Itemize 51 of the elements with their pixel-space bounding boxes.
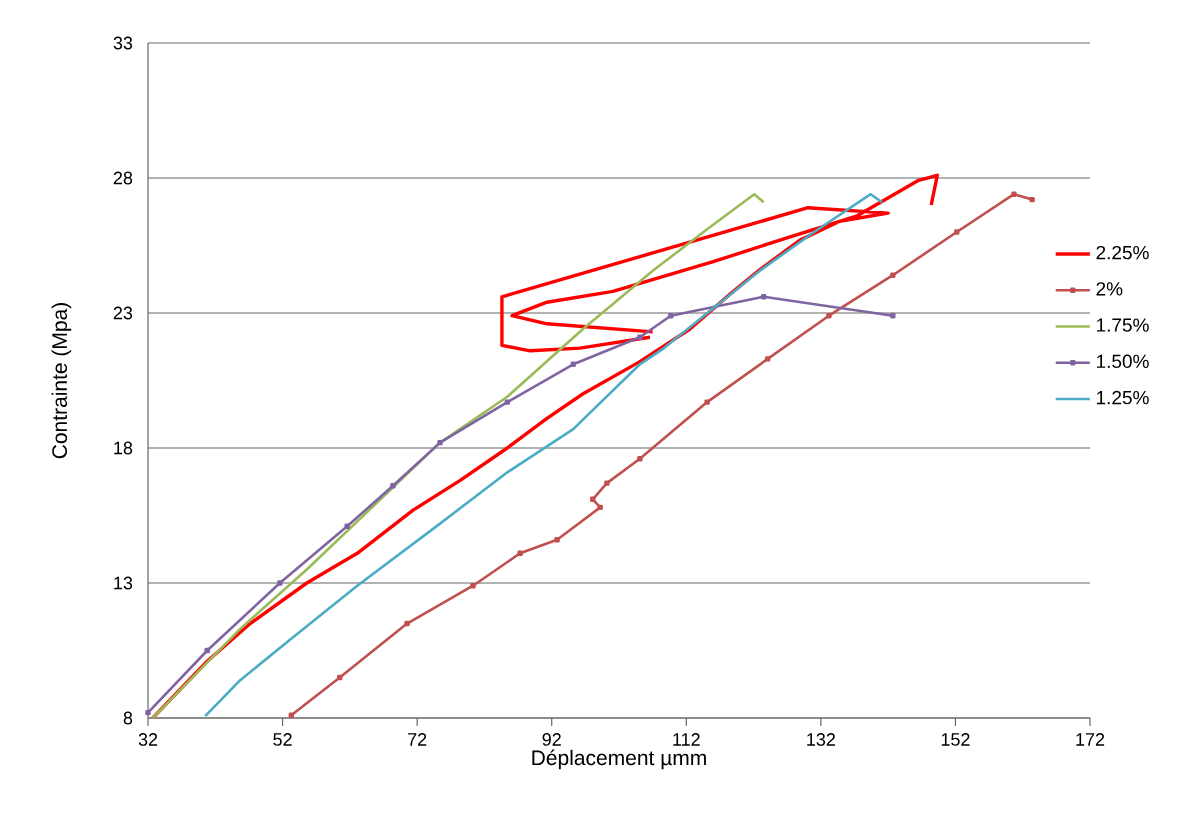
point: [288, 712, 295, 718]
y-axis-title: Contrainte (Mpa): [51, 303, 72, 459]
x-tick-label: 92: [542, 733, 561, 746]
legend-label: 1.25%: [1097, 390, 1149, 405]
y-tick-label: 33: [113, 36, 133, 50]
point: [337, 674, 343, 681]
point: [637, 456, 643, 462]
point: [637, 334, 643, 340]
point: [590, 496, 596, 502]
point: [765, 356, 771, 362]
point: [1029, 196, 1035, 203]
point: [597, 504, 603, 511]
point: [517, 550, 523, 556]
y-tick-label: 8: [123, 711, 133, 725]
y-tick-label: 28: [113, 171, 133, 185]
point: [404, 620, 410, 627]
y-tick-label: 13: [114, 576, 133, 590]
point: [504, 399, 511, 405]
y-tick-label: 23: [113, 306, 133, 320]
point: [554, 537, 560, 543]
point: [437, 439, 443, 446]
point: [704, 399, 710, 405]
point: [760, 294, 767, 300]
legend-label: 1.50%: [1097, 354, 1149, 369]
point: [1011, 191, 1017, 197]
point: [277, 580, 283, 586]
x-axis-title: Déplacement µmm: [532, 749, 706, 770]
point: [145, 709, 151, 716]
legend-label: 1.75%: [1097, 318, 1149, 332]
x-tick-label: 132: [807, 733, 835, 746]
point: [954, 229, 960, 235]
point: [890, 313, 896, 319]
point: [344, 523, 350, 529]
x-tick-label: 172: [1076, 733, 1105, 746]
point: [668, 313, 674, 319]
line-series: [203, 192, 884, 718]
point: [470, 583, 476, 589]
y-tick-label: 18: [114, 441, 133, 455]
point: [826, 313, 832, 319]
x-tick-label: 152: [941, 733, 970, 746]
x-tick-label: 72: [408, 733, 427, 746]
point: [890, 272, 896, 278]
point: [570, 361, 576, 368]
legend-label: 2.25%: [1096, 245, 1149, 260]
x-tick-label: 52: [273, 733, 292, 746]
point: [604, 480, 610, 486]
point: [390, 483, 396, 489]
x-tick-label: 112: [673, 733, 700, 746]
legend-label: 2%: [1096, 282, 1123, 296]
point: [204, 647, 210, 654]
x-tick-label: 32: [138, 733, 158, 746]
